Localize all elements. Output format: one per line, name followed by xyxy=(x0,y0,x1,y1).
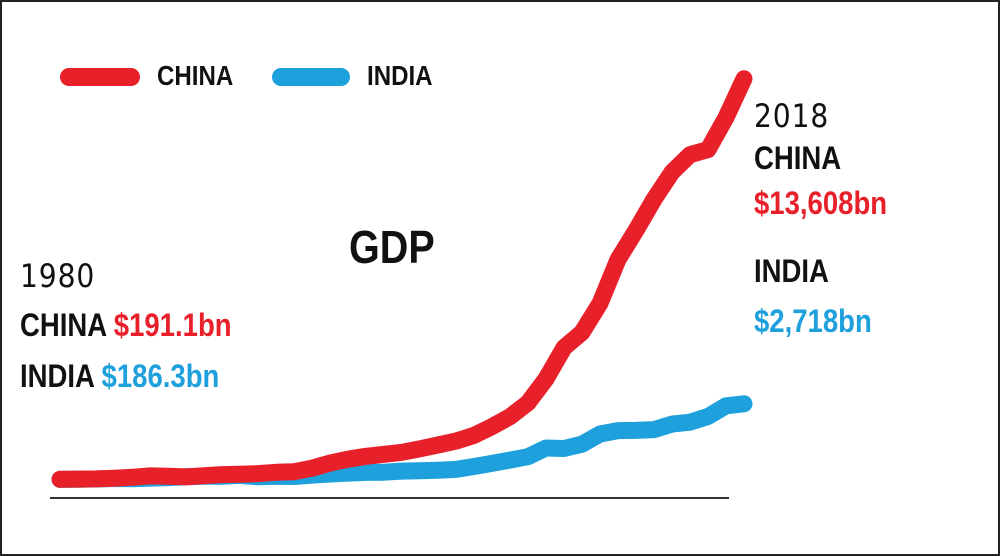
legend-india-label: INDIA xyxy=(367,60,433,91)
end-india-label: INDIA xyxy=(754,253,829,289)
series-layer xyxy=(51,70,753,488)
start-china-label: CHINA xyxy=(20,307,107,343)
legend-china-swatch xyxy=(60,68,140,86)
end-year-label: 2018 xyxy=(754,97,830,135)
start-india-label: INDIA xyxy=(20,358,94,394)
end-china-value: $13,608bn xyxy=(754,185,888,221)
start-china-annotation: CHINA $191.1bn xyxy=(20,309,232,341)
start-year-label: 1980 xyxy=(20,257,96,295)
legend-india-swatch xyxy=(272,68,350,86)
start-india-annotation: INDIA $186.3bn xyxy=(20,360,219,392)
start-china-value: $191.1bn xyxy=(113,307,232,343)
chart-title: GDP xyxy=(349,221,435,273)
legend-china-label: CHINA xyxy=(157,60,234,91)
series-line-china xyxy=(51,70,753,488)
end-india-value: $2,718bn xyxy=(754,303,872,339)
start-india-value: $186.3bn xyxy=(101,358,220,394)
end-china-label: CHINA xyxy=(754,140,842,176)
